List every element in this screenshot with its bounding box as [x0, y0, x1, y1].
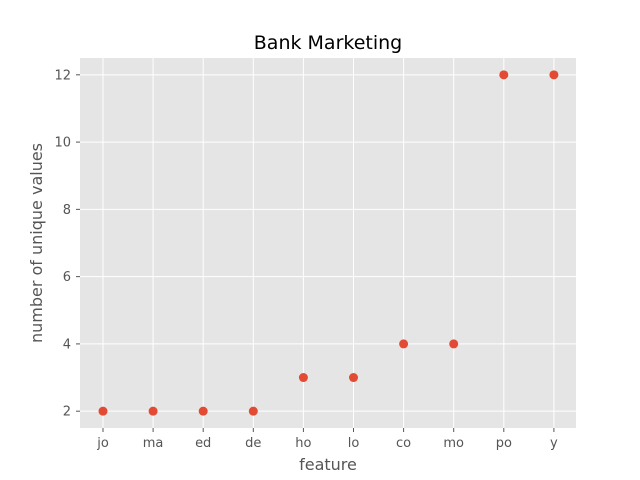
- x-tick-label: ma: [143, 436, 164, 451]
- y-tick-label: 4: [63, 337, 71, 352]
- data-point-ma: [148, 406, 158, 416]
- grid-layer: [80, 58, 576, 428]
- data-point-mo: [449, 339, 459, 349]
- y-tick-label: 10: [54, 136, 71, 151]
- x-tick-label: po: [496, 436, 512, 451]
- y-axis-label: number of unique values: [27, 143, 46, 343]
- y-tick-label: 12: [54, 68, 71, 83]
- data-point-co: [399, 339, 409, 349]
- data-point-ed: [198, 406, 208, 416]
- chart-title: Bank Marketing: [254, 32, 402, 54]
- data-point-jo: [98, 406, 108, 416]
- x-tick-label: lo: [348, 436, 360, 451]
- x-tick-label: ed: [195, 436, 211, 451]
- x-tick-label: mo: [443, 436, 464, 451]
- x-tick-label: co: [396, 436, 411, 451]
- data-point-de: [248, 406, 258, 416]
- x-tick-label: de: [245, 436, 261, 451]
- data-point-po: [499, 70, 509, 80]
- data-points: [98, 70, 559, 416]
- y-tick-labels: 2 4 6 8 10 12: [54, 68, 80, 420]
- x-tick-label: jo: [96, 436, 109, 451]
- y-tick-label: 2: [63, 405, 71, 420]
- y-tick-label: 6: [63, 270, 71, 285]
- x-tick-labels: jo ma ed de ho lo co mo po y: [96, 428, 558, 451]
- plot-area: [80, 58, 576, 428]
- x-tick-label: ho: [295, 436, 311, 451]
- x-axis-label: feature: [299, 455, 357, 474]
- x-tick-label: y: [550, 436, 558, 451]
- data-point-ho: [298, 373, 308, 383]
- data-point-lo: [349, 373, 358, 383]
- data-point-y: [549, 70, 559, 80]
- y-tick-label: 8: [63, 203, 71, 218]
